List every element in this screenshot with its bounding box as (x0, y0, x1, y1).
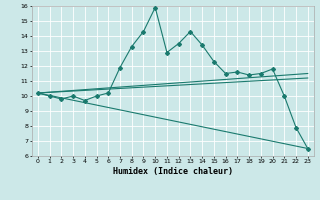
X-axis label: Humidex (Indice chaleur): Humidex (Indice chaleur) (113, 167, 233, 176)
